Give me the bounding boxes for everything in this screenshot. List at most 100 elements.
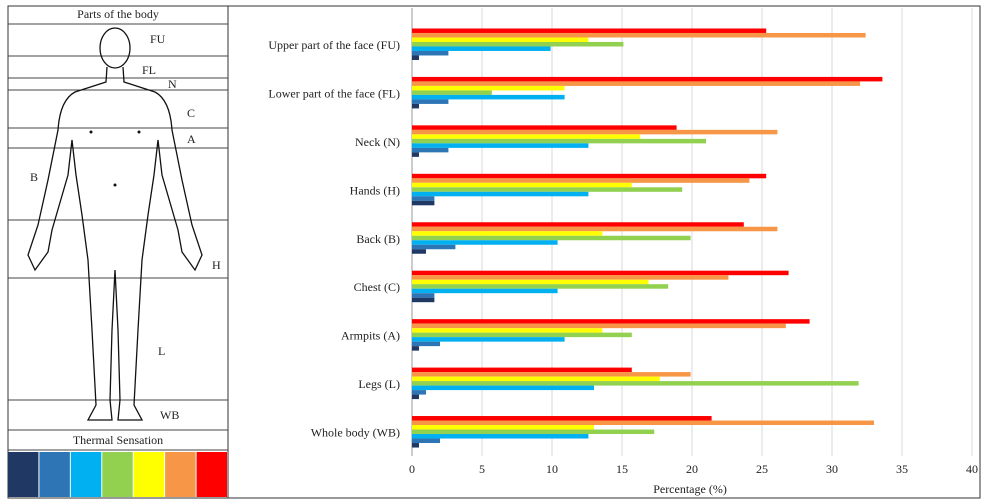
bar (412, 293, 435, 298)
bar (412, 85, 565, 91)
x-tick-label: 20 (686, 462, 698, 476)
bar (412, 103, 419, 109)
y-tick-label: Neck (N) (355, 135, 400, 149)
zone-label: H (212, 258, 221, 272)
bar (412, 187, 683, 192)
bar (412, 284, 669, 289)
bar (412, 372, 691, 377)
bar (412, 32, 866, 38)
zone-lines (8, 23, 228, 451)
y-tick-label: Legs (L) (358, 377, 400, 391)
bar (412, 275, 729, 280)
sensation-swatch (39, 452, 70, 497)
bar (412, 438, 440, 444)
bar (412, 226, 778, 232)
y-tick-label: Back (B) (356, 232, 400, 246)
bar (412, 416, 712, 421)
bar (412, 191, 589, 197)
bar (412, 147, 449, 153)
bar (412, 443, 419, 448)
zone-label: A (187, 132, 196, 146)
bar (412, 385, 594, 391)
bar (412, 90, 492, 95)
x-tick-label: 10 (546, 462, 558, 476)
bar (412, 99, 449, 104)
zone-label: C (187, 106, 195, 120)
sensation-swatch (8, 452, 39, 497)
bar (412, 41, 624, 47)
bar (412, 376, 660, 382)
y-tick-label: Upper part of the face (FU) (268, 38, 400, 52)
bar (412, 46, 551, 51)
bar (412, 94, 565, 100)
x-tick-label: 30 (826, 462, 838, 476)
zone-label: WB (160, 408, 179, 422)
bar (412, 37, 589, 42)
bar (412, 346, 419, 351)
bar (412, 235, 691, 241)
sensation-swatch (196, 452, 227, 497)
bar (412, 270, 789, 276)
body-outline (27, 27, 203, 421)
bar (412, 328, 603, 333)
bar (412, 240, 558, 245)
zone-label: FL (142, 63, 156, 77)
bar (412, 367, 632, 373)
bar (412, 425, 594, 430)
x-tick-label: 40 (966, 462, 978, 476)
bar (412, 50, 449, 56)
bar (412, 244, 456, 250)
sensation-swatch (102, 452, 133, 497)
zone-label: B (30, 170, 38, 184)
bar (412, 182, 632, 188)
bar (412, 28, 767, 33)
x-axis-label: Percentage (%) (653, 482, 727, 496)
bar (412, 129, 778, 135)
bar (412, 279, 649, 285)
y-tick-label: Lower part of the face (FL) (268, 86, 400, 100)
bar (412, 337, 565, 342)
bar (412, 249, 426, 254)
bar (412, 81, 860, 86)
bar (412, 222, 744, 227)
y-tick-label: Hands (H) (350, 183, 400, 197)
bar (412, 152, 419, 157)
y-tick-label: Chest (C) (354, 280, 400, 294)
bar (412, 178, 750, 183)
bar (412, 341, 440, 347)
bar (412, 200, 435, 206)
body-panel (7, 5, 229, 499)
bar (412, 323, 786, 329)
bar (412, 134, 641, 139)
bar (412, 420, 874, 426)
bar (412, 429, 655, 435)
x-tick-label: 0 (409, 462, 415, 476)
sensation-swatch (70, 452, 102, 497)
x-tick-label: 35 (896, 462, 908, 476)
zone-label: N (168, 77, 177, 91)
bar (412, 390, 426, 395)
bar (412, 138, 706, 144)
bar (412, 319, 810, 324)
x-tick-label: 25 (756, 462, 768, 476)
y-tick-label: Armpits (A) (341, 329, 400, 343)
sensation-swatch (133, 452, 165, 497)
scale-title: Thermal Sensation (73, 433, 163, 447)
panel-title: Parts of the body (77, 7, 159, 21)
bar (412, 394, 419, 400)
bar (412, 173, 767, 179)
bar (412, 288, 558, 294)
bar (412, 434, 589, 439)
bar (412, 297, 435, 303)
y-tick-label: Whole body (WB) (311, 426, 400, 440)
bar (412, 231, 603, 236)
bar (412, 125, 677, 130)
bar (412, 76, 883, 82)
bar (412, 196, 435, 201)
zone-label: L (158, 344, 165, 358)
x-tick-label: 15 (616, 462, 628, 476)
x-tick-label: 5 (479, 462, 485, 476)
chart-panel (227, 5, 981, 499)
zone-label: FU (150, 32, 166, 46)
